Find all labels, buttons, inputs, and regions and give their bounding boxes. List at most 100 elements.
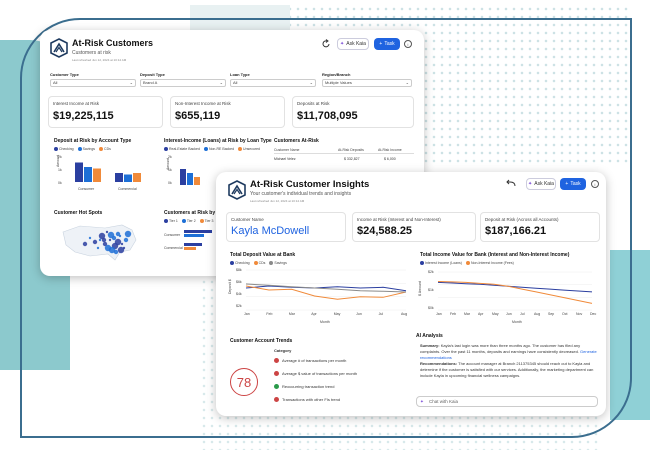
kpi-value: $655,119: [175, 110, 221, 122]
legend-unsecured: Unsecured: [238, 147, 260, 152]
tick-label: Jan: [244, 312, 250, 316]
filter-customer-type-select[interactable]: All ⌄: [50, 79, 136, 87]
deposit-value-title: Total Deposit Value at Bank: [230, 252, 296, 258]
filter-region-label: Region/Branch: [322, 72, 351, 77]
task-button[interactable]: + Task: [374, 38, 400, 50]
hotspot: [101, 237, 107, 243]
trend-score: 78: [230, 368, 258, 396]
hotspot: [120, 242, 124, 246]
hotspot: [92, 239, 98, 245]
generate-recommendations-link[interactable]: Generate recommendations: [420, 349, 597, 360]
deposit-chart-legend: Checking Savings CDs: [54, 147, 111, 152]
page-subtitle: Customers at risk: [72, 50, 111, 56]
tick-label: Sep: [548, 312, 555, 316]
summary-label: Summary:: [420, 343, 440, 348]
refresh-icon[interactable]: [321, 39, 331, 49]
income-value-legend: Interest Income (Loans) Non-Interest Inc…: [420, 261, 514, 266]
legend-checking: Checking: [54, 147, 74, 152]
xtick-commercial: Commercial: [118, 187, 137, 191]
info-icon[interactable]: i: [404, 40, 412, 48]
bar: [180, 169, 186, 185]
tick-label: Aug: [401, 312, 408, 316]
app-logo-icon: [50, 38, 68, 58]
bar: [84, 167, 92, 182]
filter-region-value: Multiple Values: [325, 80, 352, 85]
bar: [194, 177, 200, 185]
table-cell: $ 6,000: [384, 157, 396, 161]
last-refreshed: Last refreshed Jun 12, 2024 at 10:14 AM: [250, 199, 305, 203]
filter-deposit-type-select[interactable]: Brand A ⌄: [140, 79, 226, 87]
deposit-bar-chart: [75, 162, 141, 182]
interest-chart-legend: Real-Estate Backed Non-RE Backed Unsecur…: [164, 147, 260, 152]
tick-label: Aug: [534, 312, 541, 316]
legend-savings: Savings: [77, 147, 95, 152]
info-icon[interactable]: i: [591, 180, 599, 188]
kpi-label: Deposits at Risk: [297, 101, 330, 106]
hotspot: [124, 230, 132, 238]
kpi-value: $19,225,115: [53, 110, 114, 122]
kpi-income-at-risk: Income at Risk (Interest and Non-Interes…: [352, 212, 476, 242]
chat-input[interactable]: ✦ Chat with Kaia: [416, 396, 598, 407]
tick-label: $6k: [236, 280, 242, 284]
legend-checking: Checking: [230, 261, 250, 266]
legend-non-interest: Non-Interest Income (Fees): [465, 261, 514, 266]
bar: [187, 173, 193, 185]
hotspot: [113, 249, 119, 255]
page-title: At-Risk Customers: [72, 38, 154, 48]
back-arrow-icon[interactable]: [506, 179, 516, 188]
table-header-deposits: At-Risk Deposits: [338, 148, 364, 152]
sparkle-icon: ✦: [340, 41, 345, 47]
kpi-value: $24,588.25: [357, 225, 413, 237]
filter-region-select[interactable]: Multiple Values ⌄: [322, 79, 412, 87]
tick-label: Jun: [356, 312, 362, 316]
income-value-xlabel: Month: [512, 320, 522, 324]
trend-item[interactable]: Transactions with other FIs trend: [274, 397, 340, 402]
trend-item[interactable]: Average # of transactions per month: [274, 358, 346, 363]
filter-deposit-type-value: Brand A: [143, 80, 158, 85]
legend-non-re: Non-RE Backed: [203, 147, 234, 152]
hotspot: [117, 246, 125, 254]
trend-item[interactable]: Average $ value of transactions per mont…: [274, 371, 357, 376]
ask-kaia-label: Ask Kaia: [346, 41, 366, 47]
hotspot: [102, 241, 108, 247]
tick-label: $0k: [428, 306, 434, 310]
filter-loan-type-select[interactable]: All ⌄: [230, 79, 316, 87]
chat-placeholder: Chat with Kaia: [429, 399, 459, 404]
trend-item[interactable]: Reoccurring transaction trend: [274, 384, 334, 389]
by-customer-legend: Tier 1 Tier 2 Tier 3: [164, 219, 213, 224]
by-customer-bar-chart: [184, 230, 212, 250]
tick-label: May: [333, 312, 341, 316]
tick-label: Jun: [506, 312, 512, 316]
decor-ring: [20, 18, 632, 438]
hotspots-title: Customer Hot Spots: [54, 210, 103, 216]
tick-label: Nov: [576, 312, 583, 316]
tick-label: $8k: [236, 268, 242, 272]
table-header-name: Customer Name: [274, 148, 300, 152]
green-indicator-icon: [274, 384, 279, 389]
hotspot: [107, 231, 115, 239]
table-row[interactable]: Michael Velez $ 332,827 $ 6,000: [274, 157, 414, 163]
hotspot: [108, 246, 116, 254]
task-button[interactable]: + Task: [560, 178, 586, 190]
customer-name-value[interactable]: Kayla McDowell: [231, 225, 310, 237]
filter-deposit-type-label: Deposit Type: [140, 72, 165, 77]
deposit-value-ylabel: Deposit $: [228, 279, 232, 294]
customer-insights-window: At-Risk Customer Insights Your customer'…: [216, 172, 606, 416]
ask-kaia-label: Ask Kaia: [534, 181, 554, 187]
tick-label: Dec: [590, 312, 597, 316]
kpi-label: Deposit at Risk (Across all Accounts): [485, 217, 559, 222]
sparkle-icon: ✦: [528, 181, 533, 187]
ytick: 2k: [58, 155, 62, 159]
legend-interest: Interest Income (Loans): [420, 261, 462, 266]
ask-kaia-button[interactable]: ✦ Ask Kaia: [526, 178, 556, 190]
ytick: 2k: [168, 155, 172, 159]
kpi-deposits: Deposits at Risk $11,708,095: [292, 96, 414, 128]
ask-kaia-button[interactable]: ✦ Ask Kaia: [337, 38, 369, 50]
ytick: 0k: [168, 181, 172, 185]
tick-label: $4k: [236, 292, 242, 296]
deposit-chart-title: Deposit at Risk by Account Type: [54, 138, 132, 144]
recommendations-text: The account manager at Branch 211375345 …: [420, 361, 594, 378]
bar: [115, 173, 123, 182]
last-refreshed: Last refreshed Jun 12, 2024 at 10:14 AM: [72, 58, 127, 62]
tick-label: $2k: [428, 270, 434, 274]
